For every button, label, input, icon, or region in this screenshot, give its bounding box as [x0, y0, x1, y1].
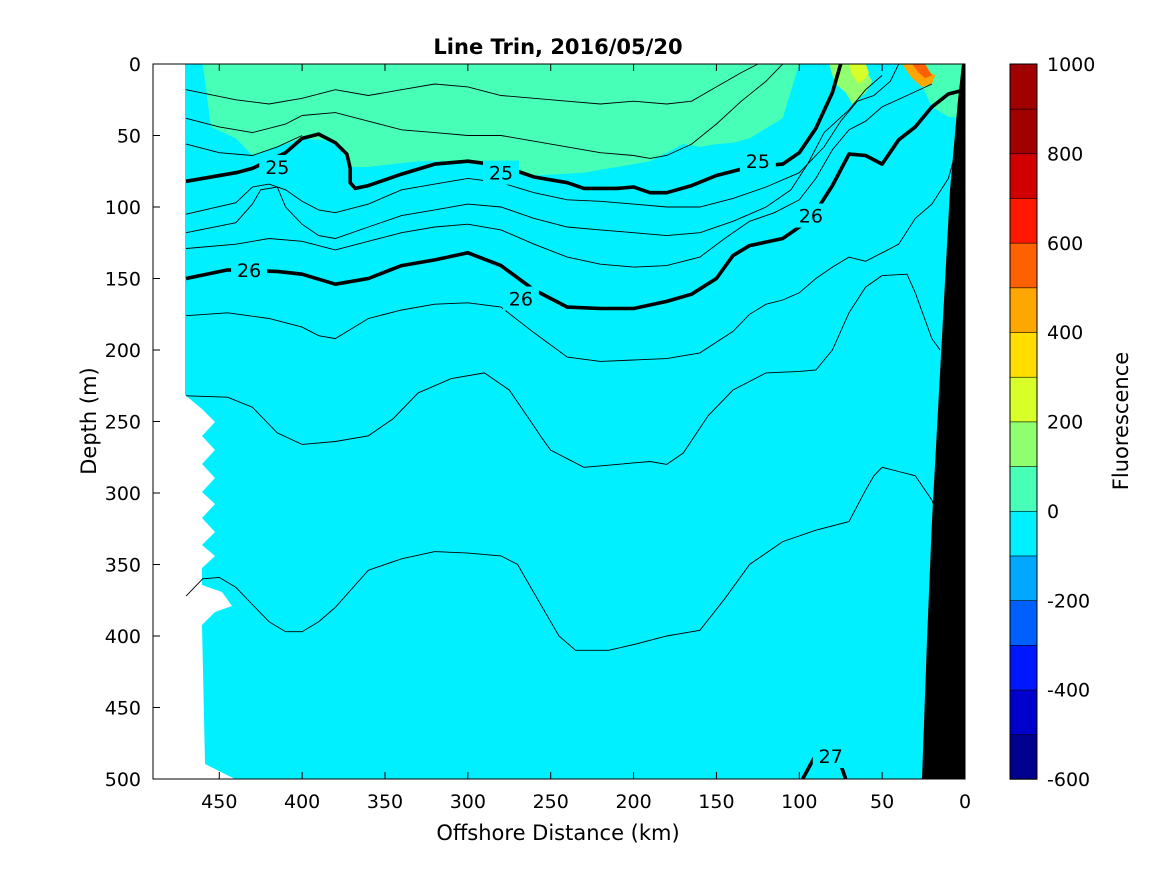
colorbar-tick-label: -400: [1047, 680, 1090, 702]
fluorescence-fill-regions: [202, 64, 965, 176]
colorbar: 1000 800 600 400 200 0 -200 -400 -600 Fluorescen…: [1009, 54, 1133, 791]
colorbar-tick-label: 200: [1047, 412, 1083, 434]
y-tick-label: 300: [105, 483, 141, 505]
contour-label-gap: [483, 160, 519, 185]
contour-label-gap: [812, 744, 849, 769]
thin-contour-0: [186, 63, 759, 105]
x-axis-label: Offshore Distance (km): [436, 821, 679, 845]
colorbar-cells: [1009, 63, 1038, 780]
contour-label-gap: [259, 154, 296, 179]
contour-26: [185, 87, 966, 311]
contour-label-26: 26: [509, 289, 533, 311]
contour-label-25: 25: [489, 163, 513, 185]
colorbar-cell: [1009, 599, 1038, 646]
contour-label-26: 26: [237, 260, 261, 282]
y-tick-label: 500: [105, 769, 141, 791]
colorbar-cell: [1009, 287, 1038, 333]
colorbar-cell: [1009, 197, 1038, 244]
y-tick-label: 450: [105, 698, 141, 720]
x-tick-label: 300: [450, 791, 486, 813]
contour-label-gap: [792, 203, 829, 228]
contour-label-25: 25: [265, 157, 289, 179]
chart-title: Line Trin, 2016/05/20: [433, 35, 682, 59]
y-tick-label: 0: [129, 54, 141, 76]
thin-contour-5: [186, 83, 933, 268]
bathymetry-mask: [922, 64, 965, 779]
thin-contour-4: [186, 75, 883, 239]
colorbar-cell: [1009, 331, 1038, 378]
x-tick-label: 100: [781, 791, 817, 813]
y-tick-label: 150: [105, 269, 141, 291]
thin-contour-7: [186, 273, 941, 468]
fill-region-3: [849, 64, 869, 84]
y-tick-label: 200: [105, 340, 141, 362]
plot-area: 25 25 25 26 26 26 27: [152, 63, 966, 780]
x-tick-label: 350: [367, 791, 403, 813]
colorbar-cell: [1009, 689, 1038, 736]
thin-contour-2: [185, 135, 303, 156]
fill-region-4: [902, 64, 936, 87]
colorbar-cell: [1009, 555, 1038, 601]
colorbar-cell: [1009, 734, 1038, 780]
colorbar-cell: [1009, 421, 1038, 467]
colorbar-tick-label: 0: [1047, 501, 1059, 523]
colorbar-tick-label: -200: [1047, 590, 1090, 612]
contour-labels: 25 25 25 26 26 26 27: [231, 149, 849, 769]
colorbar-label: Fluorescence: [1109, 352, 1133, 490]
x-axis-ticks: 450 400 350 300 250 200 150 100 50 0: [201, 64, 971, 813]
contour-label-gap: [739, 149, 776, 174]
colorbar-cell: [1009, 510, 1038, 557]
contour-label-gap: [502, 286, 539, 311]
x-tick-label: 50: [870, 791, 894, 813]
contour-label-26: 26: [799, 206, 823, 228]
y-tick-label: 250: [105, 412, 141, 434]
x-tick-label: 0: [959, 791, 971, 813]
colorbar-tick-label: 800: [1047, 143, 1083, 165]
colorbar-tick-label: 600: [1047, 233, 1083, 255]
y-axis-label: Depth (m): [77, 367, 101, 474]
x-tick-label: 200: [615, 791, 651, 813]
y-tick-label: 400: [105, 626, 141, 648]
thin-contour-3: [185, 63, 900, 215]
thin-contour-6: [186, 118, 966, 362]
colorbar-cell: [1009, 63, 1038, 110]
x-tick-label: 400: [284, 791, 320, 813]
x-tick-label: 250: [533, 791, 569, 813]
thin-contour-lines: [185, 63, 966, 651]
thin-contour-1: [185, 63, 784, 159]
colorbar-cell: [1009, 376, 1038, 423]
thin-contour-8: [185, 466, 941, 651]
x-tick-label: 450: [201, 791, 237, 813]
colorbar-cell: [1009, 644, 1038, 691]
y-tick-label: 100: [105, 197, 141, 219]
colorbar-tick-label: 1000: [1047, 54, 1095, 76]
contour-label-25: 25: [746, 151, 770, 173]
colorbar-ticks: 1000 800 600 400 200 0 -200 -400 -600: [1047, 54, 1095, 791]
colorbar-cell: [1009, 465, 1038, 512]
colorbar-tick-label: -600: [1047, 769, 1090, 791]
colorbar-cell: [1009, 108, 1038, 155]
y-tick-label: 350: [105, 555, 141, 577]
contour-label-27: 27: [819, 746, 843, 768]
x-tick-label: 150: [698, 791, 734, 813]
colorbar-tick-label: 400: [1047, 322, 1083, 344]
colorbar-frame: [1009, 63, 1038, 780]
y-axis-ticks: 0 50 100 150 200 250 300 350 400 450 500: [105, 54, 965, 791]
colorbar-cell: [1009, 153, 1038, 199]
fill-region-5: [912, 64, 932, 79]
fill-region-0: [202, 64, 800, 176]
colorbar-cell: [1009, 242, 1038, 289]
y-tick-label: 50: [117, 126, 141, 148]
contour-label-gap: [231, 257, 268, 282]
